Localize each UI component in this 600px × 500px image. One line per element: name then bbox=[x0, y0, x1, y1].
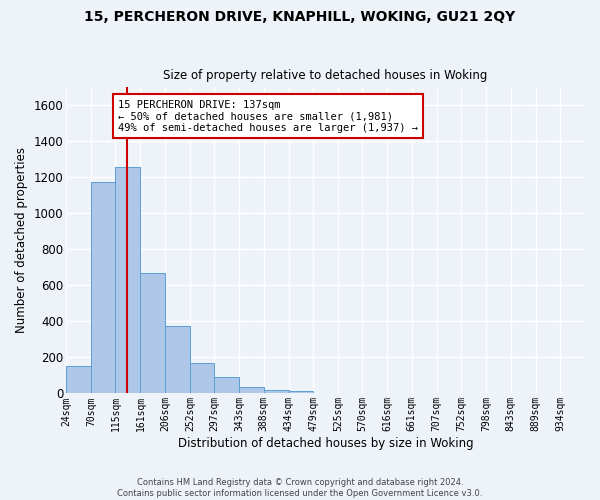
Y-axis label: Number of detached properties: Number of detached properties bbox=[15, 148, 28, 334]
Bar bbox=[91, 182, 115, 394]
Bar bbox=[263, 390, 289, 394]
Bar bbox=[190, 363, 214, 394]
Text: Contains HM Land Registry data © Crown copyright and database right 2024.
Contai: Contains HM Land Registry data © Crown c… bbox=[118, 478, 482, 498]
Bar bbox=[66, 366, 91, 394]
Bar bbox=[239, 387, 263, 394]
Text: 15 PERCHERON DRIVE: 137sqm
← 50% of detached houses are smaller (1,981)
49% of s: 15 PERCHERON DRIVE: 137sqm ← 50% of deta… bbox=[118, 100, 418, 132]
Bar bbox=[214, 377, 239, 394]
Bar bbox=[165, 326, 190, 394]
Text: 15, PERCHERON DRIVE, KNAPHILL, WOKING, GU21 2QY: 15, PERCHERON DRIVE, KNAPHILL, WOKING, G… bbox=[85, 10, 515, 24]
Bar bbox=[289, 392, 313, 394]
Bar bbox=[140, 273, 165, 394]
Bar bbox=[115, 166, 140, 394]
X-axis label: Distribution of detached houses by size in Woking: Distribution of detached houses by size … bbox=[178, 437, 473, 450]
Title: Size of property relative to detached houses in Woking: Size of property relative to detached ho… bbox=[163, 69, 488, 82]
